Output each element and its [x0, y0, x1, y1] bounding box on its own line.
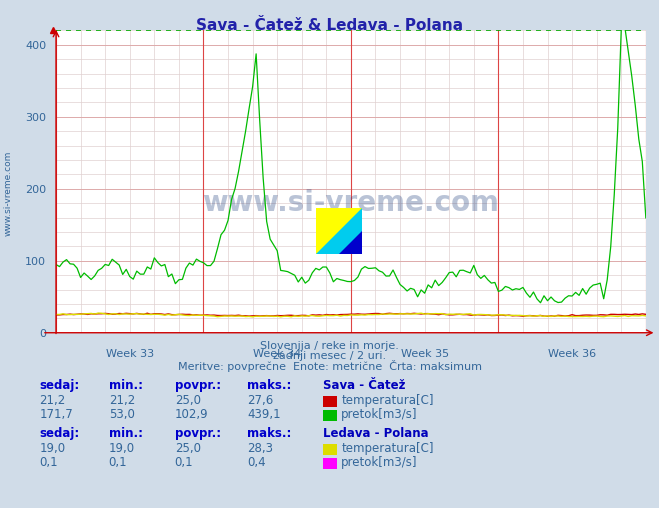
Text: 0,1: 0,1	[40, 456, 58, 469]
Text: 21,2: 21,2	[109, 394, 135, 407]
Text: 19,0: 19,0	[40, 442, 66, 455]
Text: Week 34: Week 34	[253, 348, 301, 359]
Text: 0,4: 0,4	[247, 456, 266, 469]
Text: Week 35: Week 35	[401, 348, 449, 359]
Text: pretok[m3/s]: pretok[m3/s]	[341, 456, 418, 469]
Text: 171,7: 171,7	[40, 408, 73, 421]
Polygon shape	[339, 231, 362, 254]
Text: Sava - Čatež: Sava - Čatež	[323, 378, 405, 392]
Text: sedaj:: sedaj:	[40, 427, 80, 440]
Text: Week 36: Week 36	[548, 348, 596, 359]
Text: min.:: min.:	[109, 378, 143, 392]
Text: maks.:: maks.:	[247, 427, 291, 440]
Text: 21,2: 21,2	[40, 394, 66, 407]
Text: sedaj:: sedaj:	[40, 378, 80, 392]
Text: pretok[m3/s]: pretok[m3/s]	[341, 408, 418, 421]
Polygon shape	[316, 208, 362, 254]
Text: temperatura[C]: temperatura[C]	[341, 442, 434, 455]
Text: 28,3: 28,3	[247, 442, 273, 455]
Text: www.si-vreme.com: www.si-vreme.com	[4, 150, 13, 236]
Text: 53,0: 53,0	[109, 408, 134, 421]
Text: Slovenija / reke in morje.: Slovenija / reke in morje.	[260, 341, 399, 352]
Text: 0,1: 0,1	[175, 456, 193, 469]
Text: Meritve: povprečne  Enote: metrične  Črta: maksimum: Meritve: povprečne Enote: metrične Črta:…	[177, 360, 482, 372]
Text: 25,0: 25,0	[175, 394, 200, 407]
Text: povpr.:: povpr.:	[175, 427, 221, 440]
Polygon shape	[316, 208, 362, 254]
Text: www.si-vreme.com: www.si-vreme.com	[202, 189, 500, 217]
Text: 102,9: 102,9	[175, 408, 208, 421]
Text: 19,0: 19,0	[109, 442, 135, 455]
Text: Week 33: Week 33	[105, 348, 154, 359]
Text: min.:: min.:	[109, 427, 143, 440]
Text: 25,0: 25,0	[175, 442, 200, 455]
Text: povpr.:: povpr.:	[175, 378, 221, 392]
Text: maks.:: maks.:	[247, 378, 291, 392]
Text: 0,1: 0,1	[109, 456, 127, 469]
Text: zadnji mesec / 2 uri.: zadnji mesec / 2 uri.	[273, 351, 386, 361]
Text: temperatura[C]: temperatura[C]	[341, 394, 434, 407]
Text: 439,1: 439,1	[247, 408, 281, 421]
Text: Ledava - Polana: Ledava - Polana	[323, 427, 428, 440]
Text: 27,6: 27,6	[247, 394, 273, 407]
Text: Sava - Čatež & Ledava - Polana: Sava - Čatež & Ledava - Polana	[196, 18, 463, 33]
